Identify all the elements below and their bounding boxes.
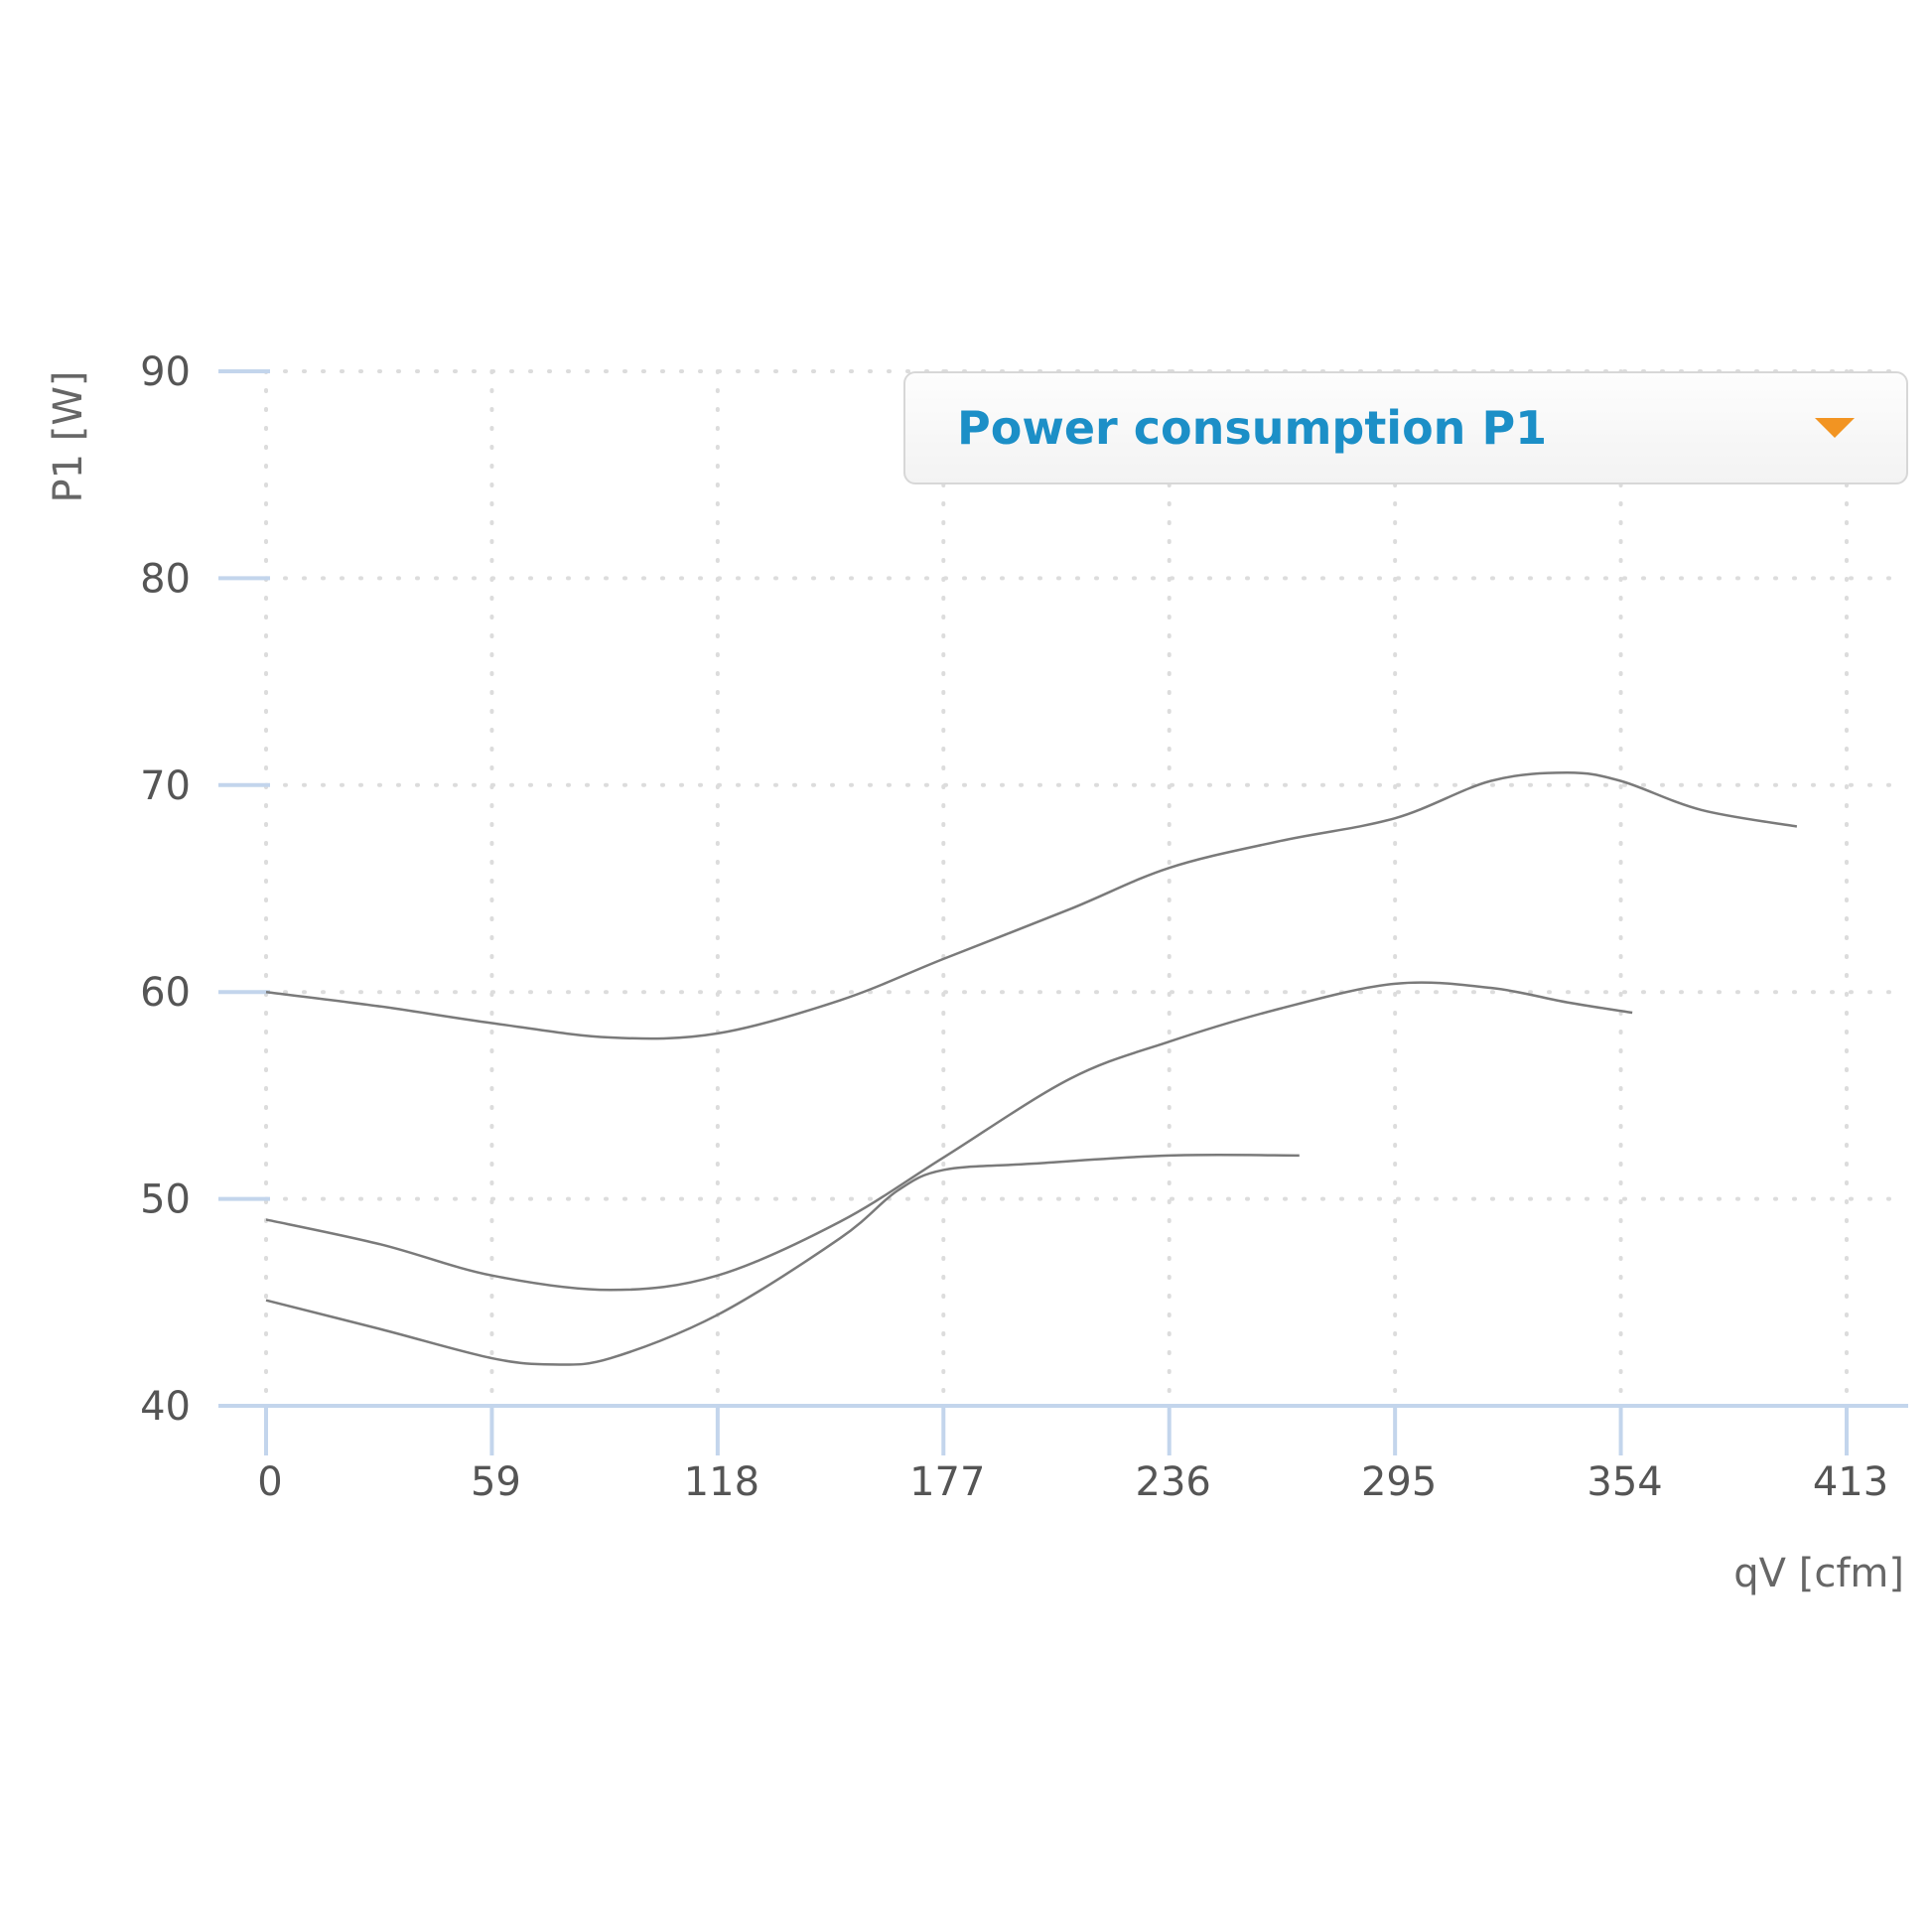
x-tick-label: 0 (257, 1459, 282, 1505)
caret-down-icon (1815, 418, 1855, 438)
series (265, 771, 1798, 1366)
x-tick-label: 354 (1587, 1459, 1662, 1505)
y-tick-label: 80 (140, 556, 191, 602)
y-tick-label: 90 (140, 349, 191, 395)
y-tick-label: 70 (140, 763, 191, 809)
x-tick-label: 413 (1813, 1459, 1888, 1505)
grid (264, 369, 1903, 1408)
x-tick-label: 59 (471, 1459, 521, 1505)
y-axis-title: P1 [W] (46, 370, 91, 502)
x-tick-label: 118 (684, 1459, 759, 1505)
axes: 40 50 60 70 80 90 0 59 118 177 236 295 354 413 (140, 349, 1908, 1505)
dropdown-selected-label: Power consumption P1 (957, 401, 1548, 455)
x-tick-label: 236 (1136, 1459, 1211, 1505)
x-tick-label: 177 (909, 1459, 985, 1505)
series-line-3 (265, 1153, 1300, 1366)
series-line-1 (265, 771, 1798, 1040)
y-tick-label: 50 (140, 1177, 191, 1223)
x-axis-title: qV [cfm] (1733, 1551, 1904, 1596)
y-tick-label: 60 (140, 970, 191, 1016)
chart-type-dropdown[interactable]: Power consumption P1 (903, 371, 1908, 484)
series-line-2 (265, 981, 1633, 1292)
y-tick-label: 40 (140, 1384, 191, 1430)
x-tick-label: 295 (1361, 1459, 1437, 1505)
